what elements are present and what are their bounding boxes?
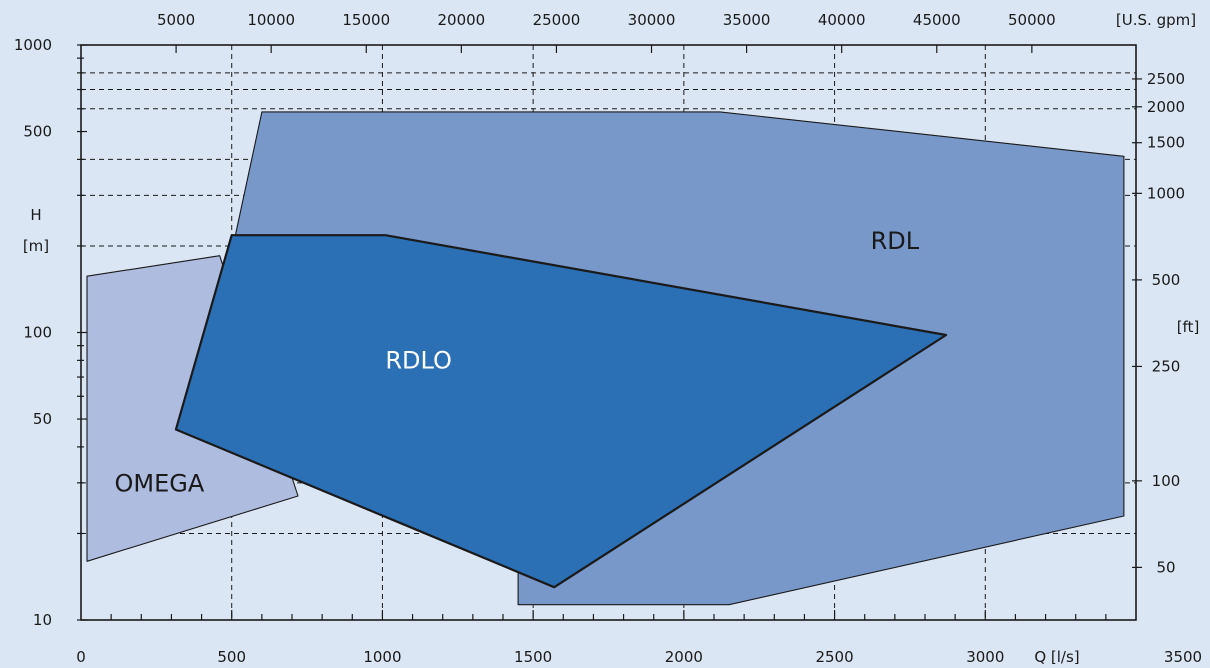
y-left-tick-label: 10 <box>33 611 52 629</box>
x-top-tick-label: 25000 <box>533 11 581 29</box>
x-bottom-tick-label: 1000 <box>363 648 401 666</box>
x-top-tick-label: 45000 <box>913 11 961 29</box>
y-right-tick-label: 100 <box>1152 472 1181 490</box>
x-bottom-tick-label: 500 <box>217 648 246 666</box>
x-bottom-tick-label: 2500 <box>815 648 853 666</box>
y-right-tick-label: 500 <box>1152 271 1181 289</box>
y-right-tick-label: 1500 <box>1147 134 1185 152</box>
x-top-tick-label: 40000 <box>818 11 866 29</box>
y-right-tick-label: 2500 <box>1147 70 1185 88</box>
x-bottom-tick-label: 0 <box>76 648 86 666</box>
y-left-title-unit: [m] <box>23 237 49 255</box>
x-bottom-tick-label: 3500 <box>1164 648 1202 666</box>
x-bottom-tick-label: 1500 <box>514 648 552 666</box>
x-top-tick-label: 50000 <box>1008 11 1056 29</box>
x-bottom-tick-label: 3000 <box>966 648 1004 666</box>
y-left-title-h: H <box>30 206 41 224</box>
x-top-tick-label: 30000 <box>628 11 676 29</box>
axes <box>77 44 1142 621</box>
y-right-tick-label: 50 <box>1156 558 1175 576</box>
x-top-tick-label: 10000 <box>247 11 295 29</box>
rdlo-range-area <box>174 234 948 589</box>
rdl-range-label: RDL <box>871 227 920 255</box>
omega-range-label: OMEGA <box>114 469 204 497</box>
y-left-tick-label: 100 <box>23 324 52 342</box>
y-right-title-unit: [ft] <box>1177 318 1200 336</box>
y-right-tick-label: 1000 <box>1147 184 1185 202</box>
y-left-tick-label: 1000 <box>14 36 52 54</box>
y-left-tick-label: 50 <box>33 410 52 428</box>
y-right-tick-label: 2000 <box>1147 98 1185 116</box>
operating-ranges: OMEGA RDL RDLO <box>86 111 1125 606</box>
rdlo-range-label: RDLO <box>385 346 452 374</box>
y-left-tick-label: 500 <box>23 123 52 141</box>
x-top-tick-label: 5000 <box>157 11 195 29</box>
x-bottom-tick-label: 2000 <box>665 648 703 666</box>
x-bottom-title-unit: Q [l/s] <box>1034 648 1079 666</box>
tick-labels: 0 500 1000 1500 2000 2500 3000 3500 5000 10000 150… <box>14 11 1202 666</box>
x-top-title-unit: [U.S. gpm] <box>1116 11 1196 29</box>
y-right-tick-label: 250 <box>1152 357 1181 375</box>
x-top-tick-label: 20000 <box>437 11 485 29</box>
x-top-tick-label: 35000 <box>723 11 771 29</box>
x-top-tick-label: 15000 <box>342 11 390 29</box>
